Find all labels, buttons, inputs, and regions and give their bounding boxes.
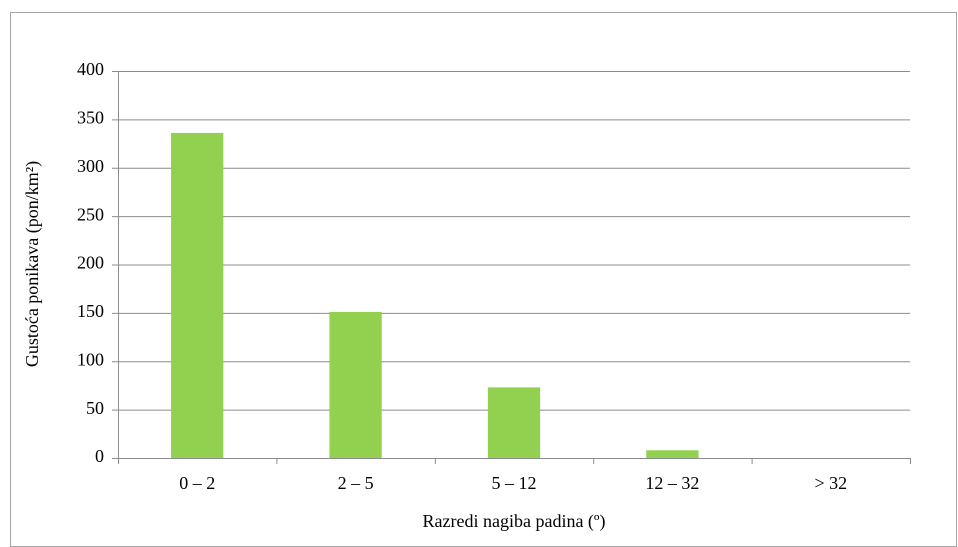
x-tick-label: > 32 [814, 473, 847, 493]
y-tick-label: 0 [95, 446, 104, 466]
y-tick-label: 100 [77, 349, 104, 369]
x-axis-label: Razredi nagiba padina (º) [423, 511, 606, 532]
bar [329, 311, 382, 458]
x-tick-label: 0 – 2 [179, 473, 215, 493]
y-tick-label: 300 [77, 156, 104, 176]
y-tick-label: 200 [77, 253, 104, 273]
bar [171, 132, 224, 459]
y-tick-label: 400 [77, 59, 104, 79]
bar [487, 387, 541, 458]
y-tick-label: 350 [77, 108, 104, 128]
bar [646, 450, 699, 458]
y-tick-label: 150 [77, 301, 104, 321]
chart-frame [10, 12, 957, 547]
x-tick-label: 5 – 12 [492, 473, 537, 493]
y-tick-label: 50 [86, 398, 104, 418]
x-tick-label: 2 – 5 [338, 473, 374, 493]
y-axis-label: Gustoća ponikava (pon/km²) [22, 161, 43, 367]
x-tick-label: 12 – 32 [645, 473, 699, 493]
y-tick-label: 250 [77, 204, 104, 224]
